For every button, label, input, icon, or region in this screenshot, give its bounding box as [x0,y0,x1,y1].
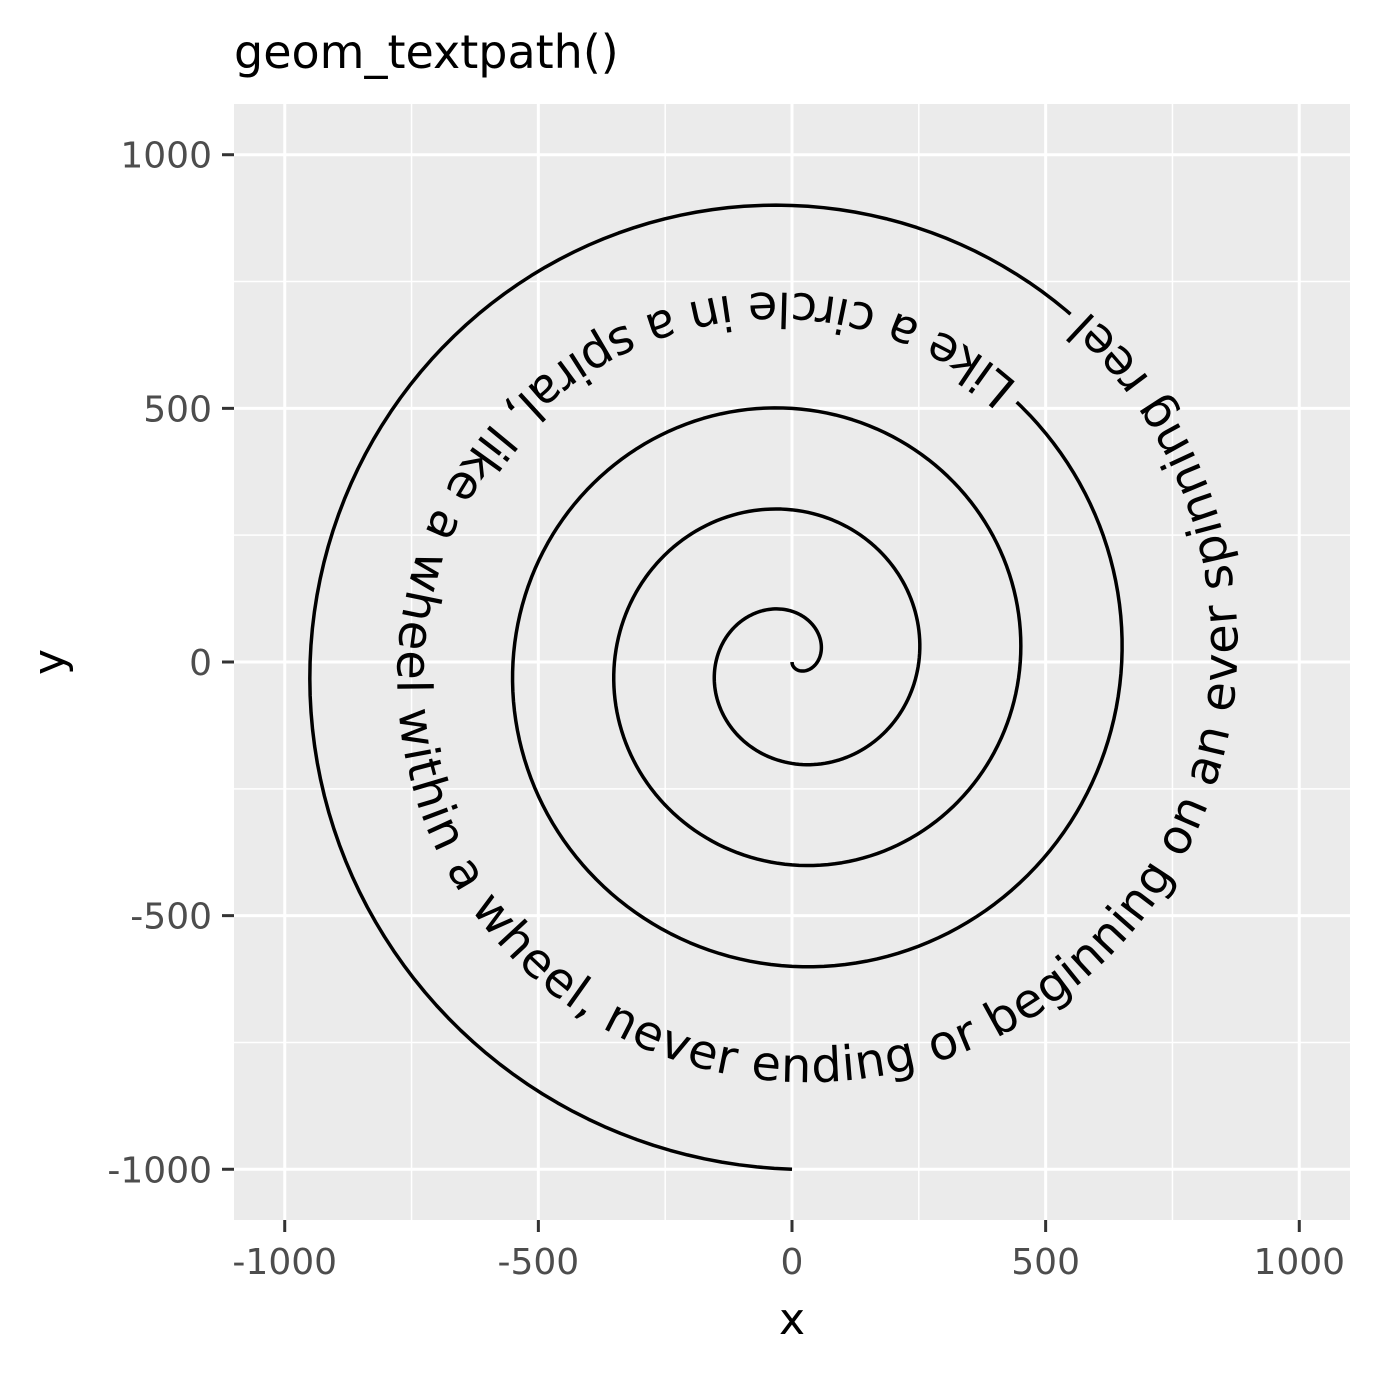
x-tick-label: 0 [781,1242,804,1283]
x-tick-label: 1000 [1253,1242,1345,1283]
x-tick-label: -500 [498,1242,580,1283]
x-tick-labels: -1000 -500 0 500 1000 [232,1242,1345,1283]
y-tick-label: -1000 [107,1150,212,1191]
axis-ticks [222,153,1301,1232]
y-tick-labels: -1000 -500 0 500 1000 [107,136,212,1192]
y-tick-label: 0 [189,643,212,684]
y-tick-label: 1000 [120,136,212,177]
y-axis-title: y [24,649,75,675]
spiral-line [308,203,1226,1172]
x-tick-label: -1000 [232,1242,337,1283]
x-axis-title: x [779,1294,805,1345]
y-tick-label: -500 [130,897,212,938]
plot-title: geom_textpath() [234,25,619,79]
x-tick-label: 500 [1011,1242,1080,1283]
y-tick-label: 500 [143,389,212,430]
